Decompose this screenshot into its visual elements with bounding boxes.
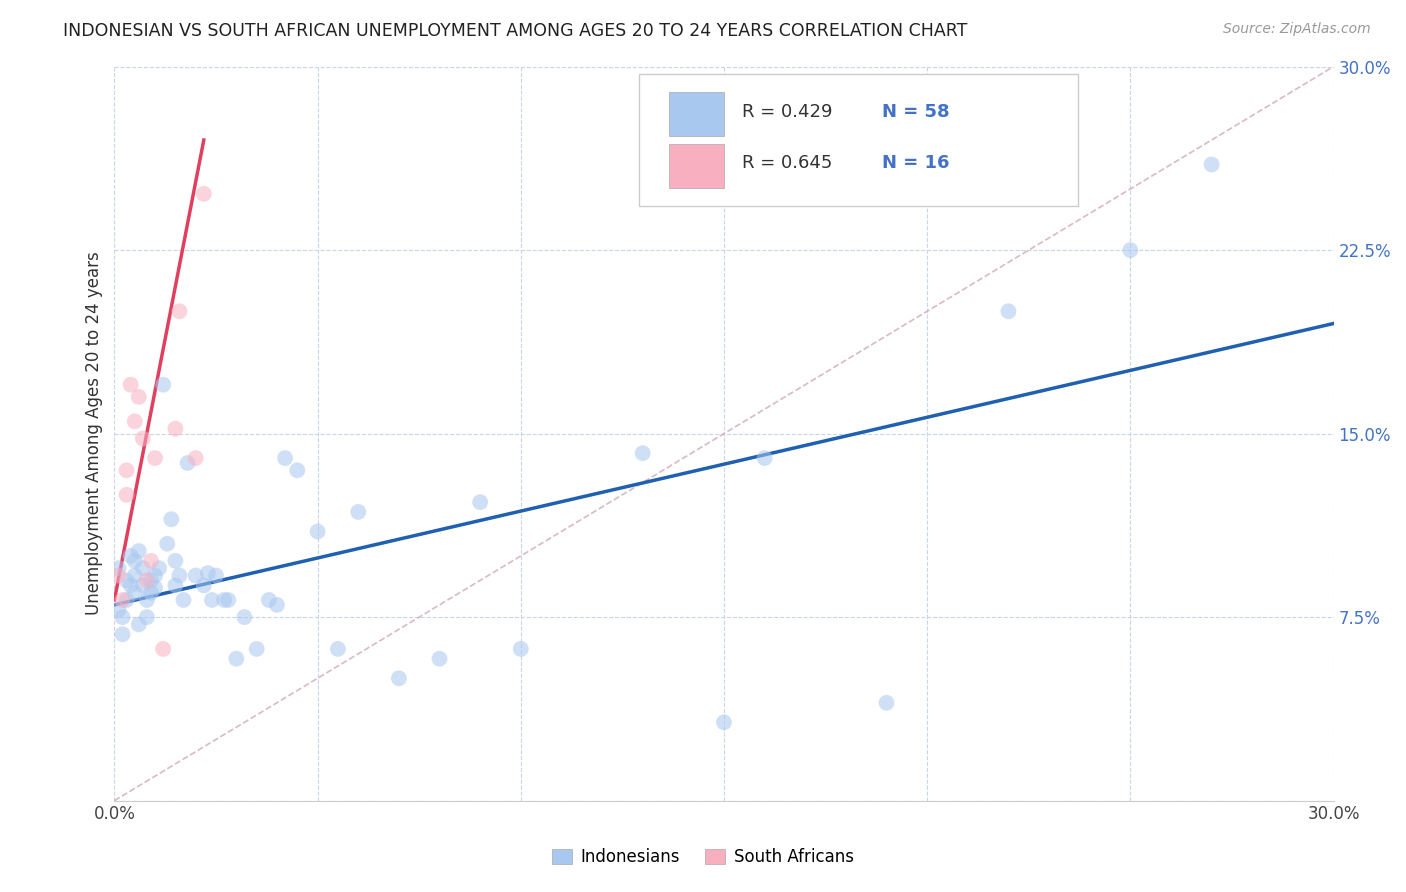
Text: INDONESIAN VS SOUTH AFRICAN UNEMPLOYMENT AMONG AGES 20 TO 24 YEARS CORRELATION C: INDONESIAN VS SOUTH AFRICAN UNEMPLOYMENT…: [63, 22, 967, 40]
Point: [132, 561, 155, 575]
Point: [115, 574, 138, 588]
Point: [233, 610, 256, 624]
Point: [107, 561, 129, 575]
Point: [347, 505, 370, 519]
Point: [184, 568, 207, 582]
Point: [876, 696, 898, 710]
Point: [165, 422, 187, 436]
FancyBboxPatch shape: [638, 74, 1077, 206]
Point: [1119, 243, 1142, 257]
Point: [115, 488, 138, 502]
Point: [128, 390, 150, 404]
Point: [326, 641, 349, 656]
Point: [143, 568, 166, 582]
Text: N = 16: N = 16: [883, 154, 950, 172]
Point: [169, 304, 191, 318]
Point: [246, 641, 269, 656]
Point: [173, 593, 195, 607]
Point: [193, 186, 215, 201]
Point: [143, 451, 166, 466]
Point: [169, 568, 191, 582]
Point: [128, 617, 150, 632]
Point: [143, 581, 166, 595]
Point: [120, 377, 142, 392]
Point: [388, 671, 411, 685]
Text: Source: ZipAtlas.com: Source: ZipAtlas.com: [1223, 22, 1371, 37]
Point: [111, 610, 134, 624]
Text: R = 0.645: R = 0.645: [742, 154, 832, 172]
Point: [285, 463, 308, 477]
Point: [115, 593, 138, 607]
Point: [107, 603, 129, 617]
Point: [266, 598, 288, 612]
Point: [124, 554, 146, 568]
Point: [107, 568, 129, 582]
Point: [111, 627, 134, 641]
Point: [139, 585, 162, 599]
Point: [160, 512, 183, 526]
Point: [176, 456, 198, 470]
Point: [184, 451, 207, 466]
Point: [1201, 157, 1223, 171]
Point: [257, 593, 280, 607]
FancyBboxPatch shape: [669, 92, 724, 136]
Point: [124, 585, 146, 599]
Point: [132, 578, 155, 592]
Point: [111, 593, 134, 607]
Point: [429, 651, 451, 665]
Point: [132, 432, 155, 446]
Point: [274, 451, 297, 466]
Point: [225, 651, 247, 665]
Point: [754, 451, 776, 466]
Point: [128, 544, 150, 558]
Point: [468, 495, 491, 509]
Point: [165, 554, 187, 568]
Point: [120, 578, 142, 592]
Text: R = 0.429: R = 0.429: [742, 103, 832, 121]
Point: [212, 593, 235, 607]
Point: [201, 593, 224, 607]
Point: [713, 715, 735, 730]
Point: [152, 377, 174, 392]
Text: N = 58: N = 58: [883, 103, 950, 121]
Point: [509, 641, 531, 656]
Point: [139, 554, 162, 568]
Point: [120, 549, 142, 563]
Point: [997, 304, 1019, 318]
Point: [139, 574, 162, 588]
Point: [124, 568, 146, 582]
Legend: Indonesians, South Africans: Indonesians, South Africans: [544, 840, 862, 875]
Point: [156, 537, 179, 551]
Point: [135, 593, 157, 607]
Point: [193, 578, 215, 592]
Point: [152, 641, 174, 656]
Point: [135, 574, 157, 588]
Point: [205, 568, 228, 582]
Point: [148, 561, 170, 575]
FancyBboxPatch shape: [669, 144, 724, 187]
Point: [307, 524, 329, 539]
Point: [217, 593, 239, 607]
Point: [135, 610, 157, 624]
Y-axis label: Unemployment Among Ages 20 to 24 years: Unemployment Among Ages 20 to 24 years: [86, 252, 103, 615]
Point: [124, 414, 146, 428]
Point: [165, 578, 187, 592]
Point: [115, 463, 138, 477]
Point: [631, 446, 654, 460]
Point: [197, 566, 219, 580]
